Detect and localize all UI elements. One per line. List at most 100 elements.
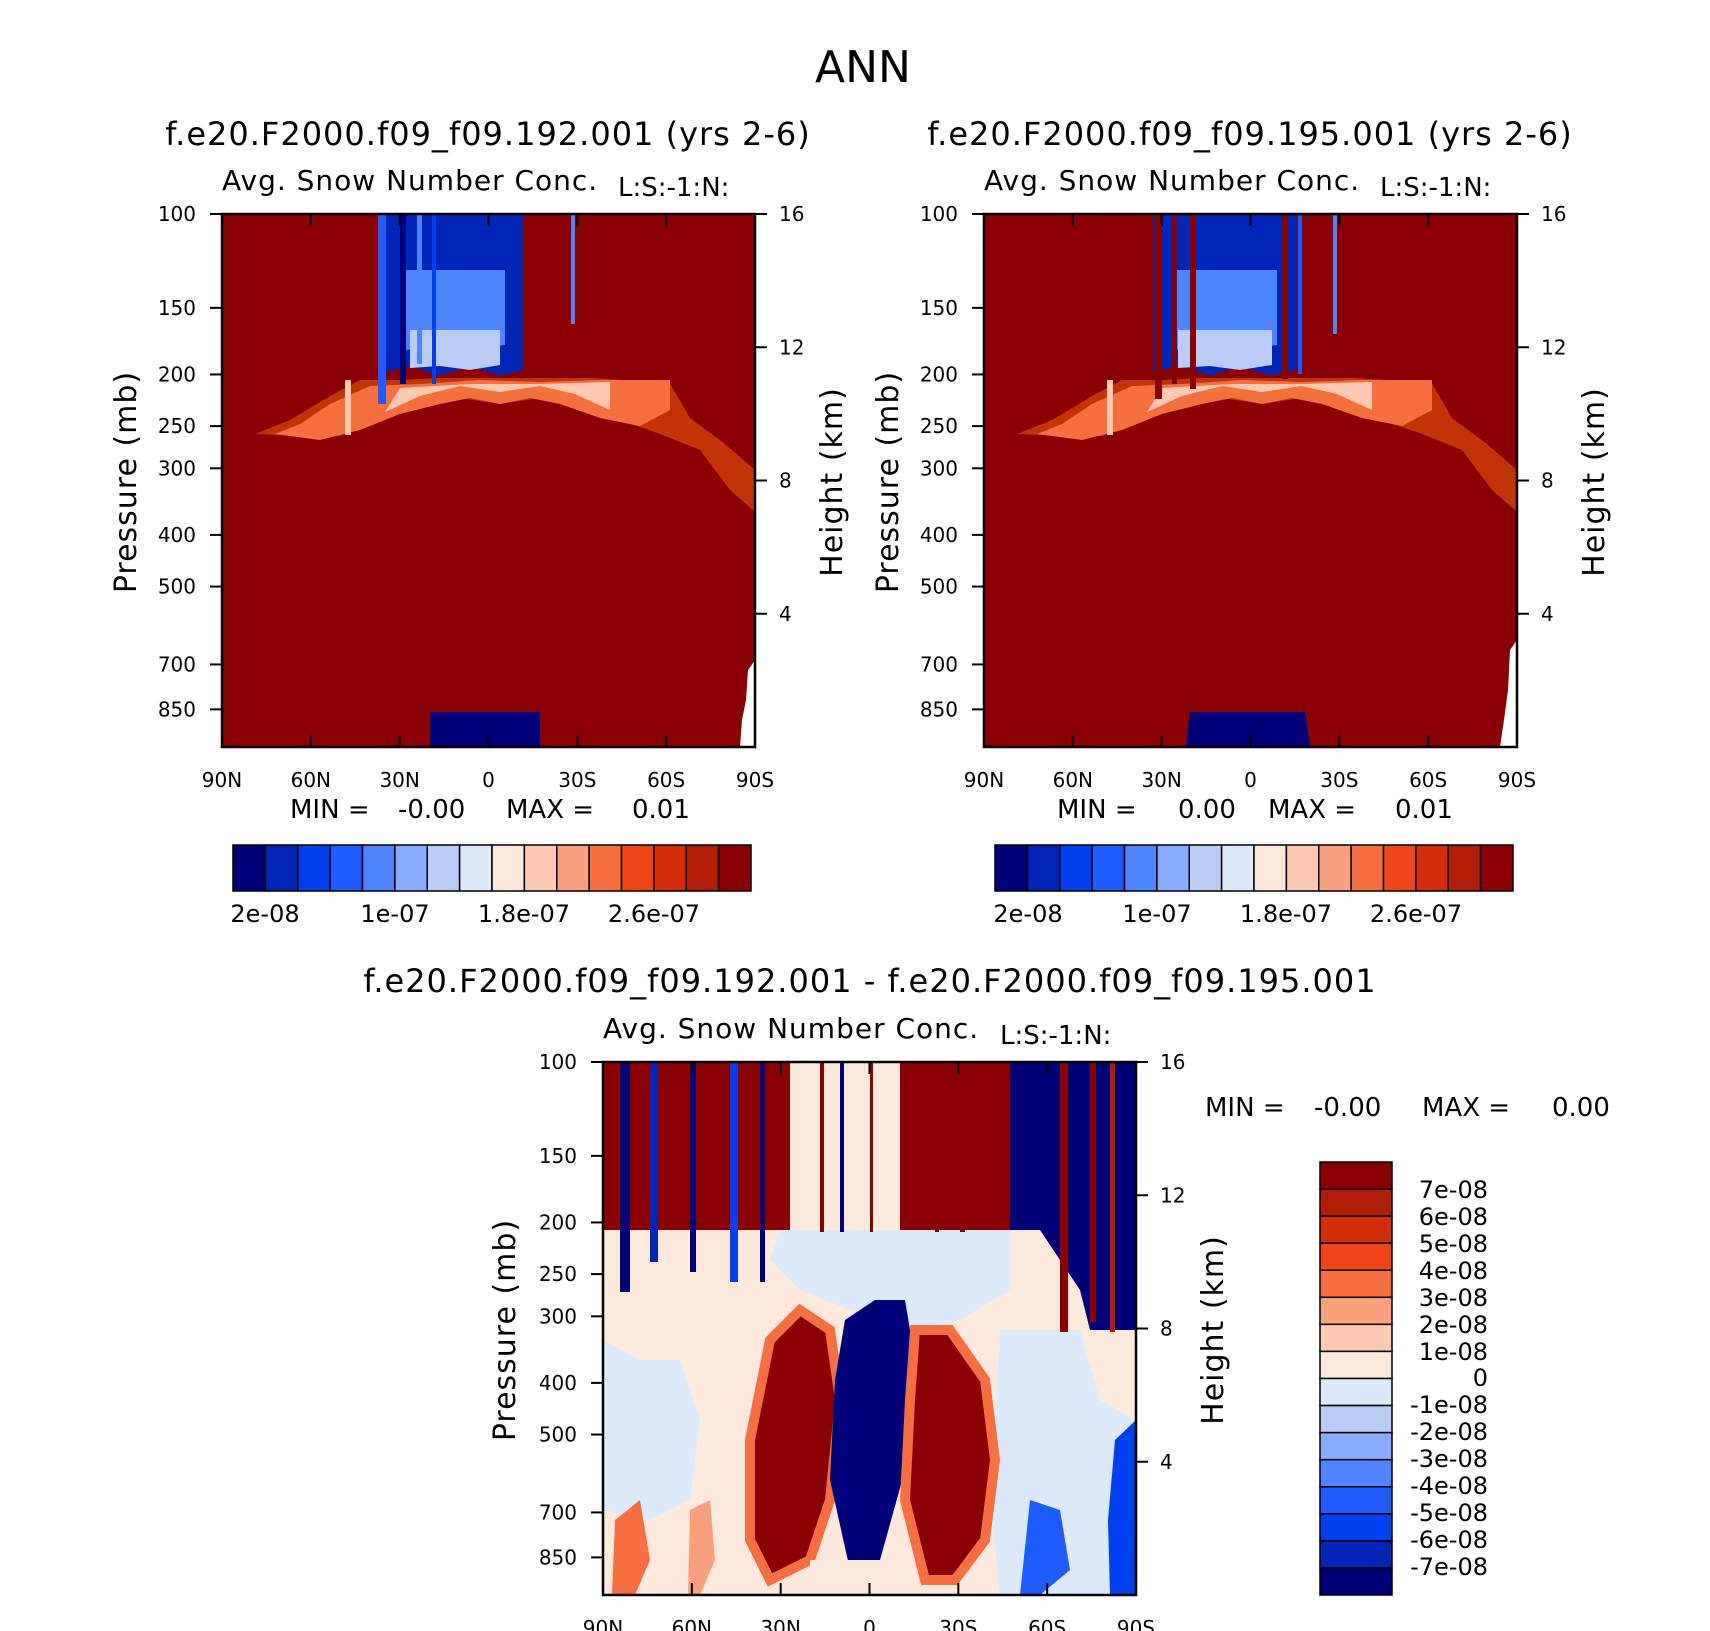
colorbar-swatch [994, 844, 1029, 892]
panel-2-streak [1333, 214, 1337, 334]
colorbar-swatch [1319, 1540, 1393, 1569]
panel-3-colorbar-label: -6e-08 [1410, 1526, 1488, 1554]
panel-1-band-orange [275, 380, 670, 440]
panel-3-min-label: MIN = [1205, 1093, 1285, 1123]
panel-2-edge-white [1500, 640, 1517, 747]
x-tick-label: 30S [558, 768, 596, 792]
panel-3-streak [1110, 1062, 1115, 1332]
panel-3-colorbar-label: -5e-08 [1410, 1499, 1488, 1527]
panel-1-ylabel: Pressure (mb) [109, 371, 144, 593]
panel-1-max-value: 0.01 [632, 795, 690, 825]
panel-3-orange-patch [688, 1500, 715, 1595]
colorbar-swatch [1479, 844, 1514, 892]
panel-3-upper-right-blue [1010, 1062, 1136, 1330]
panel-1-ticks: 90N 60N 30N 0 30S 60S 90S 100 150 200 250 300 400 500… [158, 202, 805, 792]
panel-1-min-label: MIN = [290, 795, 370, 825]
colorbar-swatch [1319, 1188, 1393, 1217]
y-tick-label: 150 [158, 296, 196, 320]
colorbar-swatch [1026, 844, 1061, 892]
panel-2-colorbar-label: 1.8e-07 [1240, 900, 1332, 928]
y-tick-label: 500 [920, 575, 958, 599]
x-tick-label: 60S [647, 768, 685, 792]
y-tick-label-right: 4 [1541, 602, 1554, 626]
panel-3-streak [870, 1062, 873, 1232]
colorbar-swatch [1319, 1513, 1393, 1542]
colorbar-swatch [1319, 1404, 1393, 1434]
panel-3-colorbar-label: 7e-08 [1419, 1176, 1488, 1204]
panel-2-band-light [1147, 382, 1372, 412]
x-tick-label: 60N [291, 768, 331, 792]
panel-2-max-value: 0.01 [1395, 795, 1453, 825]
y-tick-label: 250 [158, 414, 196, 438]
panel-3-red-blob-halo [899, 1325, 1001, 1585]
colorbar-swatch [1319, 1296, 1393, 1326]
colorbar-swatch [1319, 1161, 1393, 1190]
y-tick-label-right: 12 [1541, 335, 1566, 359]
colorbar-swatch [491, 844, 526, 892]
colorbar-swatch [1188, 844, 1223, 892]
panel-3-colorbar-label: -3e-08 [1410, 1445, 1488, 1473]
x-tick-label: 30N [760, 1616, 800, 1631]
panel-2-streak [1190, 214, 1196, 389]
colorbar-swatch [1319, 1431, 1393, 1461]
panel-3-orange-patch [612, 1500, 650, 1595]
panel-3-colorbar-label: -2e-08 [1410, 1418, 1488, 1446]
colorbar-swatch [232, 844, 267, 892]
panel-3-min-value: -0.00 [1314, 1093, 1381, 1123]
colorbar-swatch [653, 844, 687, 892]
y-tick-label: 400 [539, 1371, 577, 1395]
colorbar-swatch [329, 844, 364, 892]
y-tick-label: 100 [539, 1050, 577, 1074]
panel-1-min-value: -0.00 [398, 795, 465, 825]
colorbar-swatch [523, 844, 558, 892]
panel-3-blue-patch [1108, 1420, 1136, 1595]
y-tick-label: 500 [158, 575, 196, 599]
x-tick-label: 30N [379, 768, 419, 792]
colorbar-swatch [264, 844, 299, 892]
panel-1-subtitle-right: L:S:-1:N: [618, 173, 729, 203]
panel-1-colorbar-label: 2.6e-07 [608, 900, 700, 928]
colorbar-swatch [1285, 844, 1320, 892]
panel-3-red-blob [905, 1330, 995, 1580]
colorbar-swatch [1319, 1242, 1393, 1271]
panel-1-blue-light [410, 330, 500, 370]
y-tick-label: 200 [920, 362, 958, 386]
x-tick-label: 90N [583, 1616, 623, 1631]
y-tick-label: 850 [158, 697, 196, 721]
x-tick-label: 30S [1320, 768, 1358, 792]
colorbar-swatch [1350, 844, 1385, 892]
colorbar-swatch [1319, 1215, 1393, 1244]
colorbar-swatch [1059, 844, 1093, 892]
colorbar-swatch [685, 844, 720, 892]
panel-3-upper-left-mixed [603, 1062, 790, 1230]
colorbar-swatch [1319, 1458, 1393, 1488]
panel-3-subtitle-right: L:S:-1:N: [1000, 1021, 1111, 1051]
x-tick-label: 30N [1141, 768, 1181, 792]
panel-3-streak [1060, 1062, 1068, 1332]
y-tick-label: 150 [920, 296, 958, 320]
panel-3-light-blue-region [770, 1230, 1010, 1330]
panel-2-min-value: 0.00 [1178, 795, 1236, 825]
panel-3-ylabel: Pressure (mb) [488, 1219, 523, 1441]
x-tick-label: 90N [202, 768, 242, 792]
y-tick-label: 100 [158, 202, 196, 226]
panel-1-streak [345, 380, 351, 435]
y-tick-label: 150 [539, 1144, 577, 1168]
y-tick-label: 300 [920, 456, 958, 480]
panel-1-lower-blue-patch [430, 712, 540, 747]
colorbar-swatch [1123, 844, 1158, 892]
panel-1: f.e20.F2000.f09_f09.192.001 (yrs 2-6) Av… [109, 115, 850, 928]
panel-2-min-label: MIN = [1057, 795, 1137, 825]
y-tick-label-right: 12 [1160, 1183, 1185, 1207]
panel-3-streak [690, 1062, 696, 1272]
y-tick-label: 850 [920, 697, 958, 721]
panel-3-title: f.e20.F2000.f09_f09.192.001 - f.e20.F200… [363, 962, 1376, 1000]
panel-2-streak [1155, 214, 1162, 399]
x-tick-label: 60N [1053, 768, 1093, 792]
panel-3-colorbar-label: 4e-08 [1419, 1257, 1488, 1285]
colorbar-swatch [1220, 844, 1255, 892]
panel-3-streak [730, 1062, 738, 1282]
panel-2-ylabel: Pressure (mb) [871, 371, 906, 593]
colorbar-swatch [556, 844, 590, 892]
panel-3-ticks: 90N 60N 30N 0 30S 60S 90S 100 150 200 250 300 400 500… [539, 1050, 1186, 1631]
